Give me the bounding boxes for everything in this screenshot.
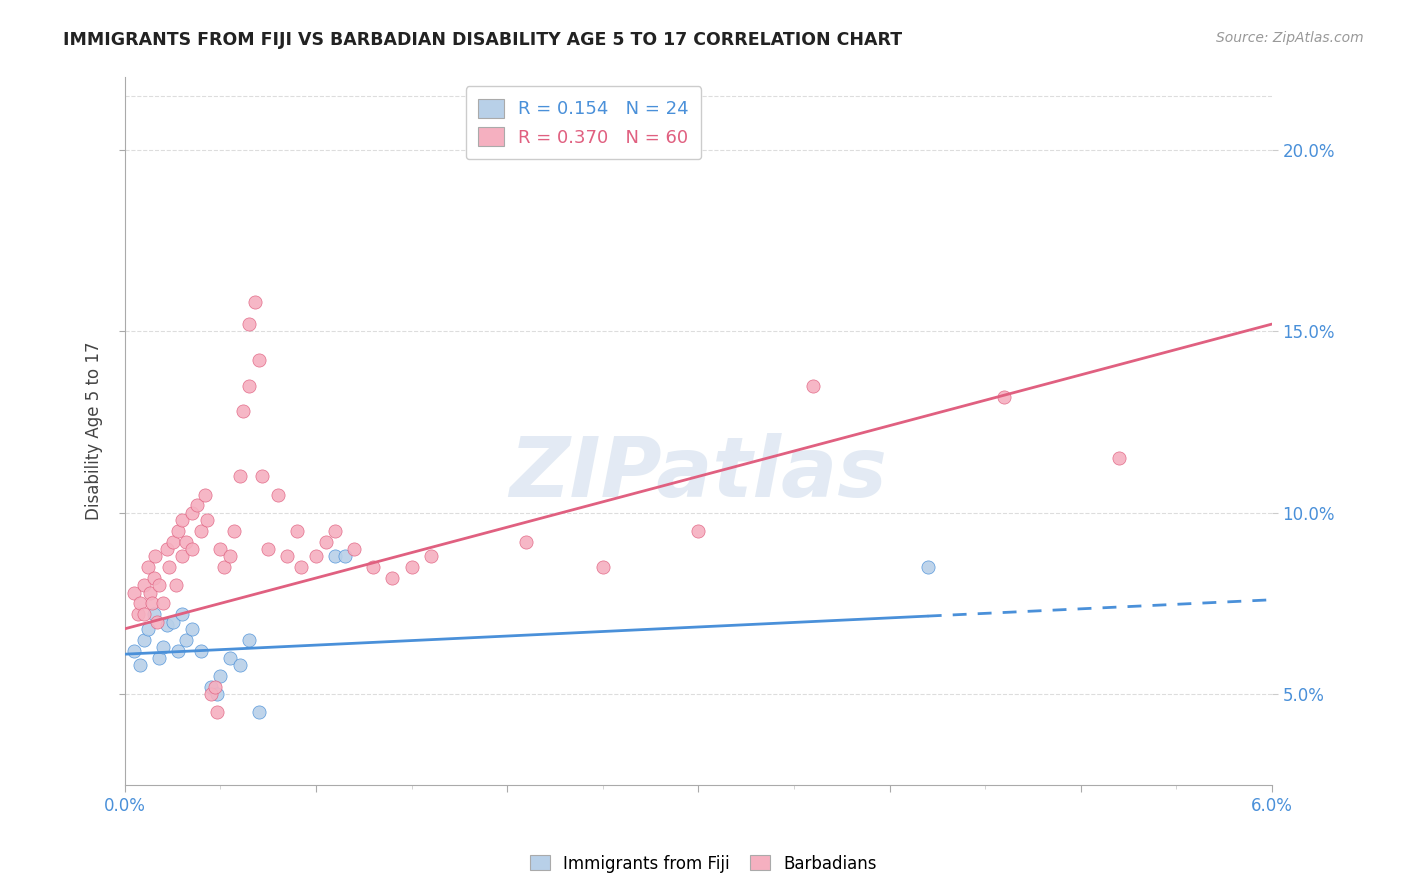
Point [141, 596, 163, 610]
Point [333, 549, 356, 564]
Point [343, 541, 366, 556]
Point [148, 650, 170, 665]
Point [801, 378, 824, 392]
Point [180, 622, 202, 636]
Point [174, 632, 197, 647]
Point [136, 622, 159, 636]
Point [124, 585, 146, 599]
Point [247, 353, 270, 368]
Text: IMMIGRANTS FROM FIJI VS BARBADIAN DISABILITY AGE 5 TO 17 CORRELATION CHART: IMMIGRANTS FROM FIJI VS BARBADIAN DISABI… [63, 31, 903, 49]
Legend: Immigrants from Fiji, Barbadians: Immigrants from Fiji, Barbadians [523, 848, 883, 880]
Point [142, 571, 165, 585]
Point [401, 560, 423, 574]
Point [205, 705, 228, 719]
Point [172, 549, 194, 564]
Point [172, 607, 194, 622]
Point [209, 541, 232, 556]
Point [219, 549, 242, 564]
Point [219, 650, 242, 665]
Point [174, 534, 197, 549]
Point [190, 524, 212, 538]
Point [592, 560, 614, 574]
Point [129, 596, 152, 610]
Legend: R = 0.154   N = 24, R = 0.370   N = 60: R = 0.154 N = 24, R = 0.370 N = 60 [465, 87, 702, 160]
Point [252, 469, 274, 483]
Point [162, 615, 184, 629]
Point [138, 585, 160, 599]
Point [136, 560, 159, 574]
Point [204, 680, 226, 694]
Point [247, 705, 270, 719]
Point [194, 487, 217, 501]
Point [167, 524, 190, 538]
Point [228, 469, 250, 483]
Point [132, 578, 155, 592]
Point [180, 506, 202, 520]
Point [152, 596, 174, 610]
Text: Source: ZipAtlas.com: Source: ZipAtlas.com [1216, 31, 1364, 45]
Point [285, 524, 308, 538]
Point [205, 687, 228, 701]
Point [238, 378, 260, 392]
Point [167, 643, 190, 657]
Point [209, 669, 232, 683]
Point [257, 541, 280, 556]
Point [165, 578, 187, 592]
Point [222, 524, 245, 538]
Point [238, 632, 260, 647]
Point [162, 534, 184, 549]
Point [148, 578, 170, 592]
Point [132, 632, 155, 647]
Point [290, 560, 312, 574]
Point [156, 618, 179, 632]
Point [195, 513, 218, 527]
Point [243, 295, 266, 310]
Point [228, 658, 250, 673]
Point [190, 643, 212, 657]
Point [186, 499, 208, 513]
Point [688, 524, 710, 538]
Point [363, 560, 385, 574]
Point [142, 607, 165, 622]
Point [917, 560, 939, 574]
Point [276, 549, 298, 564]
Point [267, 487, 290, 501]
Point [124, 643, 146, 657]
Point [212, 560, 235, 574]
Point [146, 615, 169, 629]
Point [156, 541, 179, 556]
Point [323, 524, 346, 538]
Point [200, 680, 222, 694]
Point [152, 640, 174, 654]
Point [127, 607, 149, 622]
Point [180, 541, 202, 556]
Point [381, 571, 404, 585]
Point [200, 687, 222, 701]
Point [515, 534, 537, 549]
Point [172, 513, 194, 527]
Y-axis label: Disability Age 5 to 17: Disability Age 5 to 17 [86, 342, 103, 520]
Point [1108, 451, 1130, 466]
Point [993, 390, 1015, 404]
Point [315, 534, 337, 549]
Point [145, 549, 167, 564]
Point [129, 658, 152, 673]
Point [157, 560, 180, 574]
Point [238, 317, 260, 331]
Text: ZIPatlas: ZIPatlas [509, 433, 887, 514]
Point [419, 549, 441, 564]
Point [132, 607, 155, 622]
Point [305, 549, 328, 564]
Point [232, 404, 254, 418]
Point [323, 549, 346, 564]
